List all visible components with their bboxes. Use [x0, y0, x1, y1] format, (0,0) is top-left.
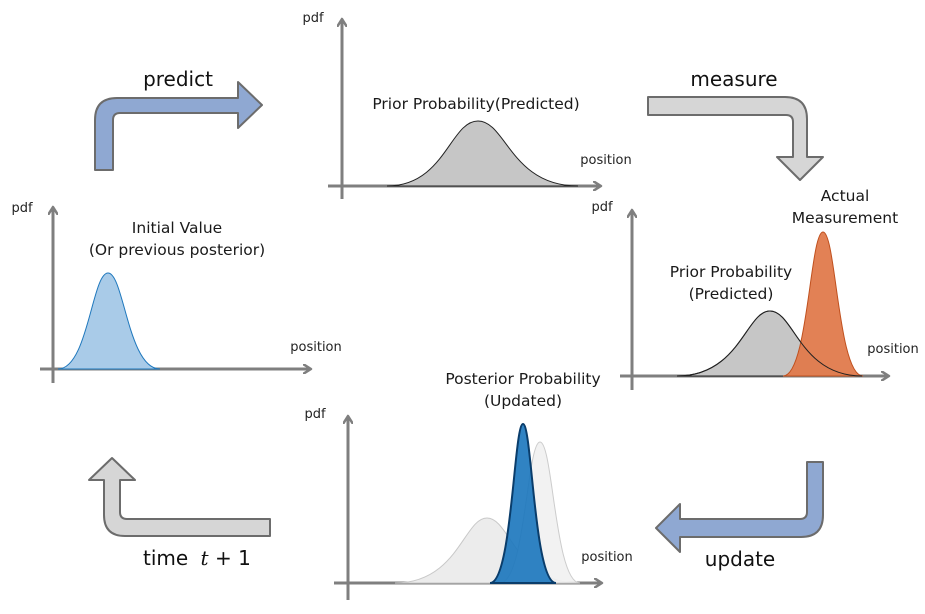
time-step-arrow	[88, 457, 271, 537]
prior-panel: pdf position Prior Probability(Predicted…	[302, 11, 632, 199]
y-axis-label: pdf	[302, 11, 324, 26]
x-axis-label: position	[580, 153, 632, 168]
y-axis-label: pdf	[591, 200, 613, 215]
prior-subtitle: (Predicted)	[689, 285, 774, 303]
initial-distribution	[57, 272, 161, 370]
actual-measurement-subtitle: Measurement	[792, 209, 898, 227]
x-axis-label: position	[581, 550, 633, 565]
prior-title: Prior Probability(Predicted)	[372, 95, 579, 113]
update-arrow	[655, 461, 824, 553]
initial-panel: pdf position Initial Value (Or previous …	[11, 201, 342, 383]
posterior-panel: pdf position Posterior Probability (Upda…	[304, 370, 633, 600]
measurement-distribution	[782, 231, 864, 377]
posterior-subtitle: (Updated)	[484, 392, 562, 410]
measure-arrow	[647, 96, 824, 181]
predict-arrow	[94, 81, 263, 171]
y-axis-label: pdf	[304, 407, 326, 422]
measure-label: measure	[690, 67, 777, 91]
time-step-label: time t + 1	[143, 546, 251, 570]
posterior-title: Posterior Probability	[445, 370, 600, 388]
x-axis-label: position	[290, 340, 342, 355]
prior-distribution	[386, 120, 579, 187]
y-axis-label: pdf	[11, 201, 33, 216]
measurement-panel: pdf position Actual Measurement Prior Pr…	[591, 187, 919, 390]
prior-title: Prior Probability	[670, 263, 792, 281]
update-label: update	[705, 547, 775, 571]
predict-label: predict	[143, 67, 213, 91]
x-axis-label: position	[867, 342, 919, 357]
initial-subtitle: (Or previous posterior)	[89, 241, 265, 259]
posterior-distribution	[489, 422, 557, 584]
initial-title: Initial Value	[132, 219, 222, 237]
actual-measurement-title: Actual	[821, 187, 870, 205]
